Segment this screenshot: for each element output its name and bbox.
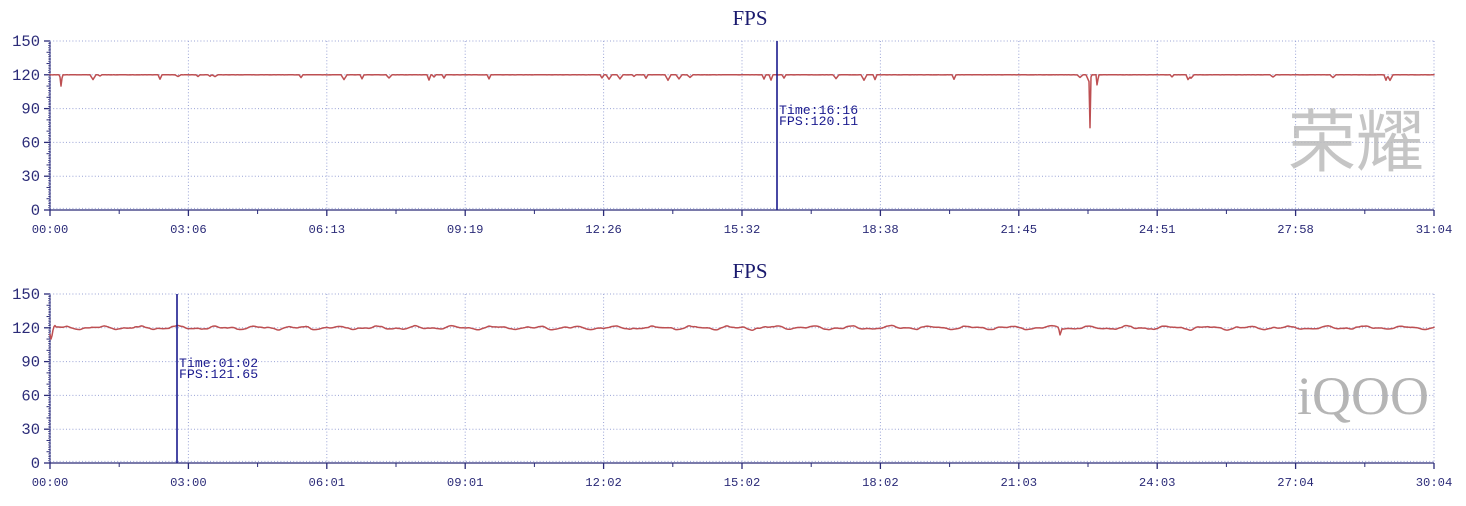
svg-text:27:04: 27:04 [1277,476,1314,490]
svg-text:15:02: 15:02 [724,476,761,490]
svg-text:60: 60 [21,134,40,152]
svg-text:09:01: 09:01 [447,476,484,490]
svg-text:30: 30 [21,168,40,186]
svg-text:24:51: 24:51 [1139,223,1176,237]
svg-text:00:00: 00:00 [32,223,69,237]
svg-text:18:02: 18:02 [862,476,899,490]
svg-text:12:02: 12:02 [585,476,622,490]
svg-text:150: 150 [12,33,40,51]
svg-text:0: 0 [31,455,40,473]
svg-text:06:01: 06:01 [309,476,346,490]
svg-text:09:19: 09:19 [447,223,484,237]
svg-text:03:06: 03:06 [170,223,207,237]
svg-text:150: 150 [12,286,40,304]
svg-text:30:04: 30:04 [1416,476,1453,490]
svg-text:30: 30 [21,421,40,439]
svg-text:荣耀: 荣耀 [1288,87,1424,186]
svg-text:90: 90 [21,354,40,372]
svg-text:03:00: 03:00 [170,476,207,490]
svg-text:60: 60 [21,387,40,405]
svg-text:00:00: 00:00 [32,476,69,490]
svg-text:90: 90 [21,101,40,119]
svg-text:iQOO: iQOO [1297,366,1429,426]
svg-text:0: 0 [31,202,40,220]
svg-text:27:58: 27:58 [1277,223,1314,237]
svg-text:24:03: 24:03 [1139,476,1176,490]
svg-text:120: 120 [12,67,40,85]
svg-text:18:38: 18:38 [862,223,899,237]
svg-text:21:03: 21:03 [1001,476,1038,490]
svg-text:21:45: 21:45 [1001,223,1038,237]
svg-text:15:32: 15:32 [724,223,761,237]
svg-text:12:26: 12:26 [585,223,622,237]
svg-text:31:04: 31:04 [1416,223,1453,237]
svg-text:FPS:120.11: FPS:120.11 [779,114,858,129]
svg-text:FPS:121.65: FPS:121.65 [179,367,258,382]
svg-text:06:13: 06:13 [309,223,346,237]
svg-text:120: 120 [12,320,40,338]
